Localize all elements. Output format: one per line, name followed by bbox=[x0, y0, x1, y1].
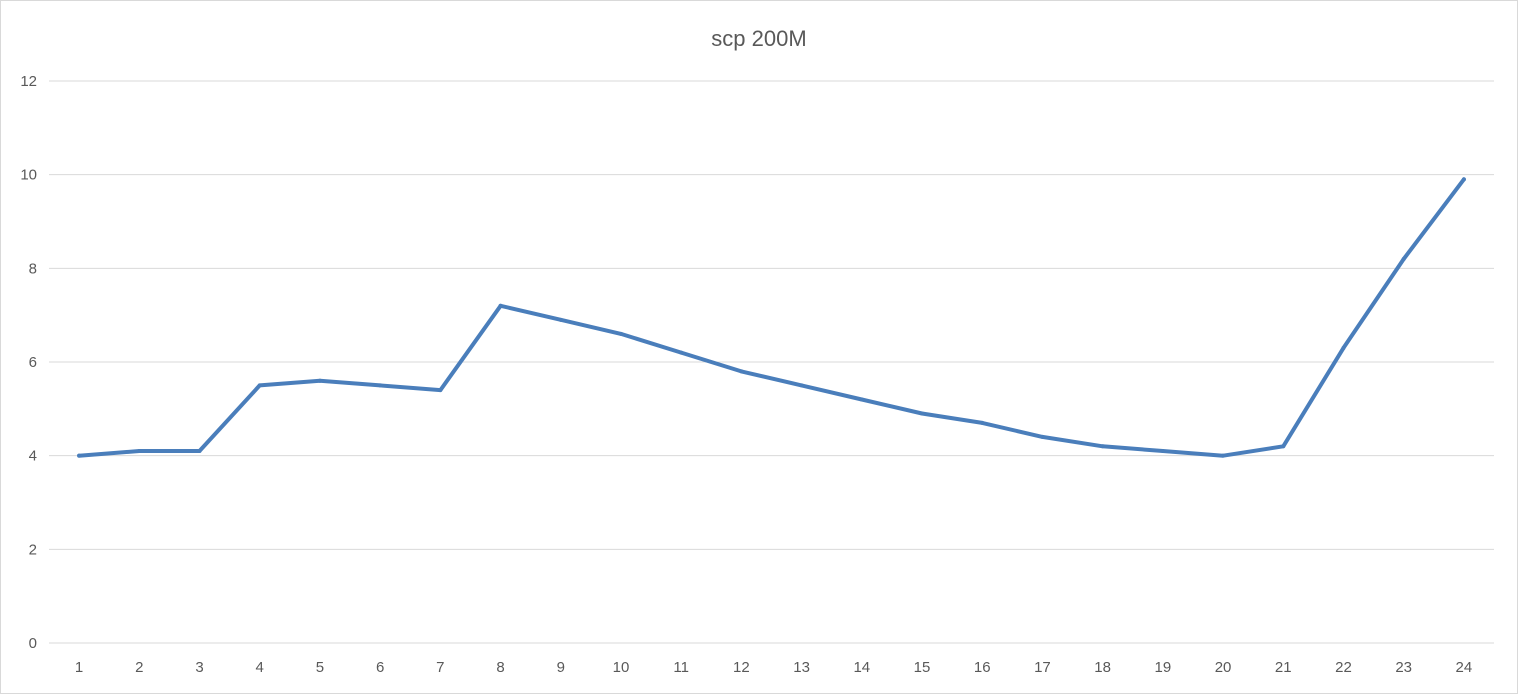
y-axis-ticks: 0 2 4 6 8 10 12 bbox=[20, 73, 37, 652]
data-point bbox=[1461, 177, 1466, 182]
x-tick-label: 19 bbox=[1155, 659, 1172, 676]
data-point bbox=[618, 331, 623, 336]
x-tick-label: 2 bbox=[135, 659, 143, 676]
x-tick-label: 6 bbox=[376, 659, 384, 676]
y-tick-label: 2 bbox=[29, 541, 37, 558]
x-tick-label: 8 bbox=[496, 659, 504, 676]
x-tick-label: 20 bbox=[1215, 659, 1232, 676]
x-tick-label: 3 bbox=[195, 659, 203, 676]
data-point bbox=[438, 388, 443, 393]
data-point bbox=[1040, 434, 1045, 439]
data-point bbox=[197, 448, 202, 453]
data-point bbox=[498, 303, 503, 308]
x-tick-label: 7 bbox=[436, 659, 444, 676]
x-tick-label: 14 bbox=[853, 659, 870, 676]
data-point bbox=[1221, 453, 1226, 458]
x-tick-label: 18 bbox=[1094, 659, 1111, 676]
data-point bbox=[378, 383, 383, 388]
x-tick-label: 24 bbox=[1456, 659, 1473, 676]
y-tick-label: 10 bbox=[20, 167, 37, 184]
series-line-0 bbox=[77, 177, 1466, 458]
x-tick-label: 5 bbox=[316, 659, 324, 676]
x-axis-ticks: 1 2 3 4 5 6 7 8 9 10 11 12 13 14 15 16 17 18 19 20 21 22 23 24 bbox=[75, 659, 1472, 676]
series-layer bbox=[77, 177, 1466, 458]
data-point bbox=[920, 411, 925, 416]
data-point bbox=[679, 350, 684, 355]
data-point bbox=[137, 448, 142, 453]
y-tick-label: 4 bbox=[29, 448, 37, 465]
data-point bbox=[1100, 444, 1105, 449]
gridlines bbox=[49, 80, 1494, 644]
x-tick-label: 11 bbox=[673, 659, 689, 676]
x-tick-label: 23 bbox=[1395, 659, 1412, 676]
x-tick-label: 12 bbox=[733, 659, 750, 676]
data-point bbox=[739, 369, 744, 374]
x-tick-label: 22 bbox=[1335, 659, 1352, 676]
x-tick-label: 10 bbox=[613, 659, 630, 676]
x-tick-label: 13 bbox=[793, 659, 810, 676]
data-point bbox=[980, 420, 985, 425]
data-point bbox=[257, 383, 262, 388]
data-point bbox=[317, 378, 322, 383]
data-point bbox=[799, 383, 804, 388]
x-tick-label: 4 bbox=[256, 659, 264, 676]
data-point bbox=[859, 397, 864, 402]
y-tick-label: 12 bbox=[20, 73, 37, 90]
x-tick-label: 21 bbox=[1275, 659, 1292, 676]
data-point bbox=[1281, 444, 1286, 449]
data-point bbox=[77, 453, 82, 458]
y-tick-label: 6 bbox=[29, 354, 37, 371]
x-tick-label: 17 bbox=[1034, 659, 1051, 676]
chart-title: scp 200M bbox=[711, 26, 806, 51]
data-point bbox=[1401, 256, 1406, 261]
y-tick-label: 8 bbox=[29, 260, 37, 277]
data-point bbox=[1160, 448, 1165, 453]
y-tick-label: 0 bbox=[29, 635, 37, 652]
data-point bbox=[1341, 345, 1346, 350]
x-tick-label: 1 bbox=[75, 659, 83, 676]
x-tick-label: 15 bbox=[914, 659, 931, 676]
x-tick-label: 16 bbox=[974, 659, 991, 676]
x-tick-label: 9 bbox=[557, 659, 565, 676]
data-point bbox=[558, 317, 563, 322]
